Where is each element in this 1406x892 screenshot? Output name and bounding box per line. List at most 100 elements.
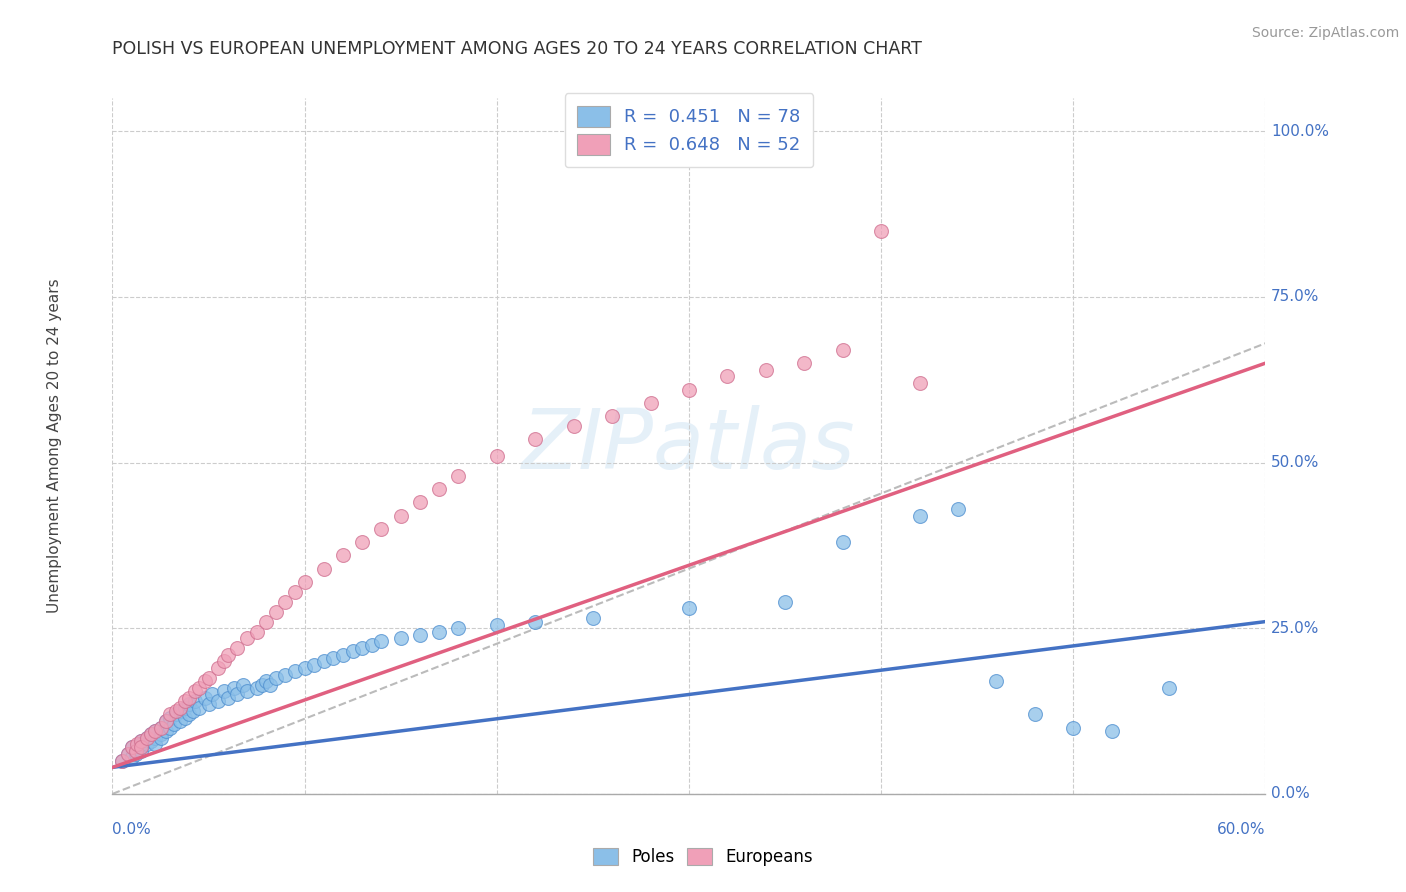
Point <box>212 654 235 668</box>
Text: 50.0%: 50.0% <box>1271 455 1320 470</box>
Point <box>582 611 605 625</box>
Point <box>264 671 287 685</box>
Text: 0.0%: 0.0% <box>112 822 152 837</box>
Point <box>187 700 211 714</box>
Point <box>129 734 153 748</box>
Point <box>389 631 412 645</box>
Point <box>194 690 217 705</box>
Point <box>1062 721 1084 735</box>
Text: Unemployment Among Ages 20 to 24 years: Unemployment Among Ages 20 to 24 years <box>48 278 62 614</box>
Point <box>226 641 249 656</box>
Point <box>174 694 197 708</box>
Point <box>793 356 815 370</box>
Point <box>197 671 219 685</box>
Point <box>908 508 931 523</box>
Point <box>155 723 177 738</box>
Point <box>986 674 1008 689</box>
Legend: Poles, Europeans: Poles, Europeans <box>586 841 820 873</box>
Point <box>524 433 547 447</box>
Point <box>139 727 162 741</box>
Point <box>139 727 162 741</box>
Point <box>678 601 700 615</box>
Point <box>352 535 374 549</box>
Point <box>755 363 778 377</box>
Point <box>217 690 239 705</box>
Point <box>121 750 143 764</box>
Point <box>169 700 191 714</box>
Point <box>236 631 259 645</box>
Point <box>179 698 201 712</box>
Point <box>870 224 893 238</box>
Point <box>143 737 166 751</box>
Point <box>117 747 139 761</box>
Text: 75.0%: 75.0% <box>1271 289 1320 304</box>
Point <box>149 721 172 735</box>
Point <box>207 694 229 708</box>
Point <box>1101 723 1123 738</box>
Point <box>217 648 239 662</box>
Point <box>121 740 143 755</box>
Point <box>143 723 166 738</box>
Point <box>640 396 662 410</box>
Point <box>447 468 470 483</box>
Point <box>201 688 224 702</box>
Text: ZIPatlas: ZIPatlas <box>522 406 856 486</box>
Point <box>136 737 159 751</box>
Text: POLISH VS EUROPEAN UNEMPLOYMENT AMONG AGES 20 TO 24 YEARS CORRELATION CHART: POLISH VS EUROPEAN UNEMPLOYMENT AMONG AG… <box>112 40 922 58</box>
Point <box>111 754 134 768</box>
Point <box>143 723 166 738</box>
Point <box>304 657 326 672</box>
Point <box>524 615 547 629</box>
Point <box>136 731 159 745</box>
Point <box>254 674 277 689</box>
Point <box>1024 707 1046 722</box>
Point <box>284 584 307 599</box>
Point <box>447 621 470 635</box>
Point <box>427 624 450 639</box>
Point <box>159 711 181 725</box>
Point <box>312 654 335 668</box>
Point <box>946 502 969 516</box>
Point <box>149 727 172 741</box>
Point <box>179 690 201 705</box>
Point <box>169 704 191 718</box>
Point <box>245 624 267 639</box>
Point <box>163 717 186 731</box>
Point <box>129 737 153 751</box>
Point <box>174 700 197 714</box>
Point <box>149 731 172 745</box>
Point <box>159 707 181 722</box>
Point <box>678 383 700 397</box>
Point <box>136 731 159 745</box>
Point <box>312 561 335 575</box>
Point <box>322 651 344 665</box>
Point <box>149 721 172 735</box>
Point <box>184 694 207 708</box>
Point <box>264 605 287 619</box>
Point <box>236 684 259 698</box>
Point <box>129 734 153 748</box>
Point <box>181 704 204 718</box>
Point <box>169 714 191 728</box>
Point <box>831 535 853 549</box>
Point <box>155 714 177 728</box>
Point <box>187 681 211 695</box>
Text: 0.0%: 0.0% <box>1271 787 1310 801</box>
Point <box>254 615 277 629</box>
Point <box>352 641 374 656</box>
Point <box>232 677 254 691</box>
Point <box>226 688 249 702</box>
Point <box>179 707 201 722</box>
Point <box>222 681 245 695</box>
Point <box>159 721 181 735</box>
Point <box>124 744 146 758</box>
Point <box>129 744 153 758</box>
Point <box>485 449 508 463</box>
Point <box>773 595 796 609</box>
Text: Source: ZipAtlas.com: Source: ZipAtlas.com <box>1251 26 1399 40</box>
Point <box>360 638 382 652</box>
Point <box>127 737 149 751</box>
Point <box>245 681 267 695</box>
Point <box>212 684 235 698</box>
Legend: R =  0.451   N = 78, R =  0.648   N = 52: R = 0.451 N = 78, R = 0.648 N = 52 <box>565 94 813 168</box>
